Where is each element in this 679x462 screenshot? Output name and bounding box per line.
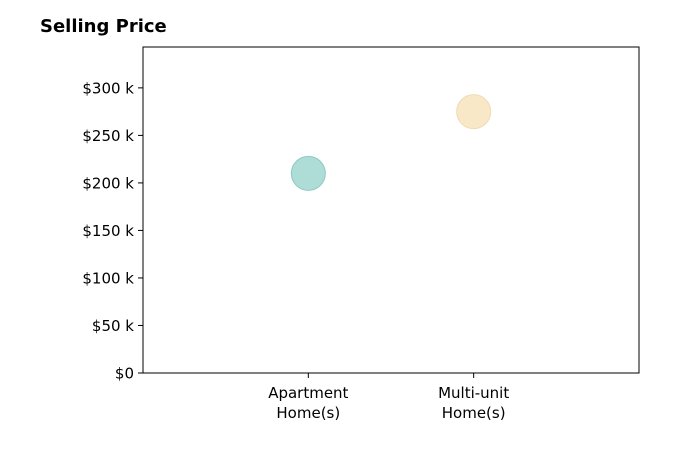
data-point — [456, 94, 492, 130]
y-tick-label: $0 — [115, 365, 134, 383]
y-tick-label: $100 k — [82, 269, 134, 287]
y-axis: $0 $50 k $100 k $150 k $200 k $250 k $300 k — [82, 79, 143, 383]
data-points — [290, 94, 492, 191]
chart-title: Selling Price — [40, 16, 167, 37]
y-tick-label: $50 k — [92, 317, 134, 335]
x-tick-label: Apartment Home(s) — [268, 384, 348, 422]
x-axis: Apartment Home(s) Multi-unit Home(s) — [268, 373, 509, 422]
y-tick-label: $300 k — [82, 79, 134, 97]
x-tick-label: Multi-unit Home(s) — [438, 384, 509, 422]
y-tick-label: $150 k — [82, 222, 134, 240]
y-tick-label: $250 k — [82, 127, 134, 145]
plot-frame — [142, 46, 640, 374]
y-tick-label: $200 k — [82, 174, 134, 192]
data-point — [290, 155, 326, 191]
